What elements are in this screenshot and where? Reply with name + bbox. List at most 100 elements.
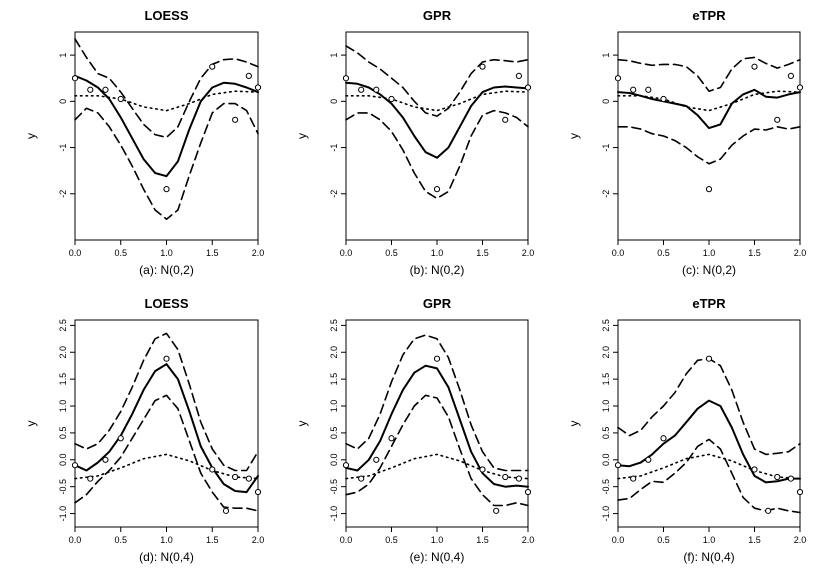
data-point [102, 86, 109, 93]
data-point [71, 462, 79, 469]
y-tick-label: 1 [329, 53, 339, 58]
x-tick-label: 2.0 [252, 248, 265, 258]
y-tick-label: 2.5 [58, 319, 68, 332]
data-point [515, 72, 523, 80]
series-true-function [345, 453, 529, 480]
x-tick-label: 2.0 [522, 535, 535, 545]
panel-title: GPR [423, 8, 452, 23]
data-point [796, 84, 804, 91]
y-tick-label: 0 [58, 99, 68, 104]
y-tick-label: 2.5 [601, 319, 611, 332]
y-tick-label: 0.0 [329, 454, 339, 467]
data-point [645, 456, 652, 463]
data-point [117, 435, 124, 442]
y-tick-label: -1.0 [58, 506, 68, 522]
data-point [102, 456, 109, 463]
data-point [254, 488, 262, 496]
series-true-function [74, 453, 259, 480]
data-point [342, 462, 350, 469]
panel-title: LOESS [144, 296, 188, 311]
y-tick-label: 2.0 [329, 346, 339, 359]
panel-3: eTPR (c): N(0,2) y 0.0 0.5 1.0 1.5 2.0 -2 -1 0 1 [567, 8, 806, 277]
series-true-function [345, 90, 529, 112]
x-tick-label: 0.0 [612, 535, 625, 545]
series-estimate [617, 88, 801, 130]
series-lower-band [74, 102, 259, 220]
series-lower-band [345, 109, 529, 200]
data-point [358, 475, 365, 482]
x-tick-label: 0.0 [612, 248, 625, 258]
plot-frame [74, 319, 259, 528]
data-point [751, 63, 758, 70]
data-point [163, 355, 170, 362]
x-tick-label: 1.0 [703, 535, 716, 545]
data-point [645, 86, 652, 93]
panel-caption: (f): N(0,4) [683, 550, 734, 564]
panel-title: GPR [423, 296, 452, 311]
x-tick-label: 0.5 [385, 248, 398, 258]
series-lower-band [345, 394, 529, 507]
data-point [493, 507, 500, 514]
plot-frame [74, 31, 259, 241]
y-axis-label: y [295, 421, 309, 427]
y-tick-label: 1.5 [601, 373, 611, 386]
data-point [433, 355, 441, 362]
series-estimate [345, 364, 529, 488]
y-tick-label: 2.5 [329, 319, 339, 332]
data-point [614, 462, 622, 469]
y-tick-label: 0.5 [329, 427, 339, 440]
data-point [209, 63, 216, 70]
plot-frame [345, 31, 529, 241]
panel-caption: (a): N(0,2) [139, 263, 194, 277]
x-tick-label: 1.5 [748, 248, 761, 258]
y-axis-label: y [24, 133, 38, 139]
series-estimate [74, 363, 259, 494]
x-tick-label: 0.5 [114, 535, 127, 545]
data-point [774, 116, 781, 123]
x-tick-label: 1.0 [703, 248, 716, 258]
data-point [245, 475, 252, 482]
x-tick-label: 2.0 [252, 535, 265, 545]
series-lower-band [617, 438, 801, 514]
data-point [787, 72, 795, 80]
data-point [358, 86, 365, 93]
x-tick-label: 1.5 [476, 248, 489, 258]
y-tick-label: 1 [601, 53, 611, 58]
x-tick-label: 1.0 [431, 535, 444, 545]
series-true-function [617, 90, 801, 112]
data-point [71, 75, 79, 82]
x-tick-label: 0.5 [385, 535, 398, 545]
x-tick-label: 2.0 [794, 535, 807, 545]
series-upper-band [74, 332, 259, 472]
y-tick-label: 1.0 [601, 400, 611, 413]
plot-frame [617, 319, 801, 528]
panel-4: LOESS (d): N(0,4) y 0.0 0.5 1.0 1.5 2.0 -1.0 -0.5… [24, 296, 264, 564]
data-point [705, 355, 713, 362]
y-tick-label: -1 [58, 144, 68, 152]
data-point [232, 116, 239, 123]
y-tick-label: 1 [58, 53, 68, 58]
panel-caption: (c): N(0,2) [682, 263, 736, 277]
data-point [502, 473, 509, 481]
plot-frame [617, 31, 801, 241]
series-lower-band [617, 126, 801, 165]
series-estimate [345, 81, 529, 159]
plot-frame [345, 319, 529, 528]
x-tick-label: 1.5 [748, 535, 761, 545]
y-tick-label: -1.0 [601, 506, 611, 522]
x-tick-label: 0.5 [657, 535, 670, 545]
data-point [373, 456, 380, 463]
x-tick-label: 0.5 [114, 248, 127, 258]
panel-caption: (d): N(0,4) [139, 550, 194, 564]
y-axis-label: y [295, 133, 309, 139]
y-tick-label: -0.5 [58, 479, 68, 495]
y-tick-label: -2 [58, 190, 68, 198]
data-point [388, 95, 395, 103]
data-point [388, 435, 395, 442]
x-tick-label: 1.5 [206, 535, 219, 545]
panel-1: LOESS (a): N(0,2) y 0.0 0.5 1.0 1.5 2.0 -2 -1 0 1 [24, 8, 264, 277]
y-tick-label: 2.0 [601, 346, 611, 359]
series-estimate [617, 399, 801, 484]
data-point [254, 84, 262, 91]
data-point [614, 75, 622, 82]
